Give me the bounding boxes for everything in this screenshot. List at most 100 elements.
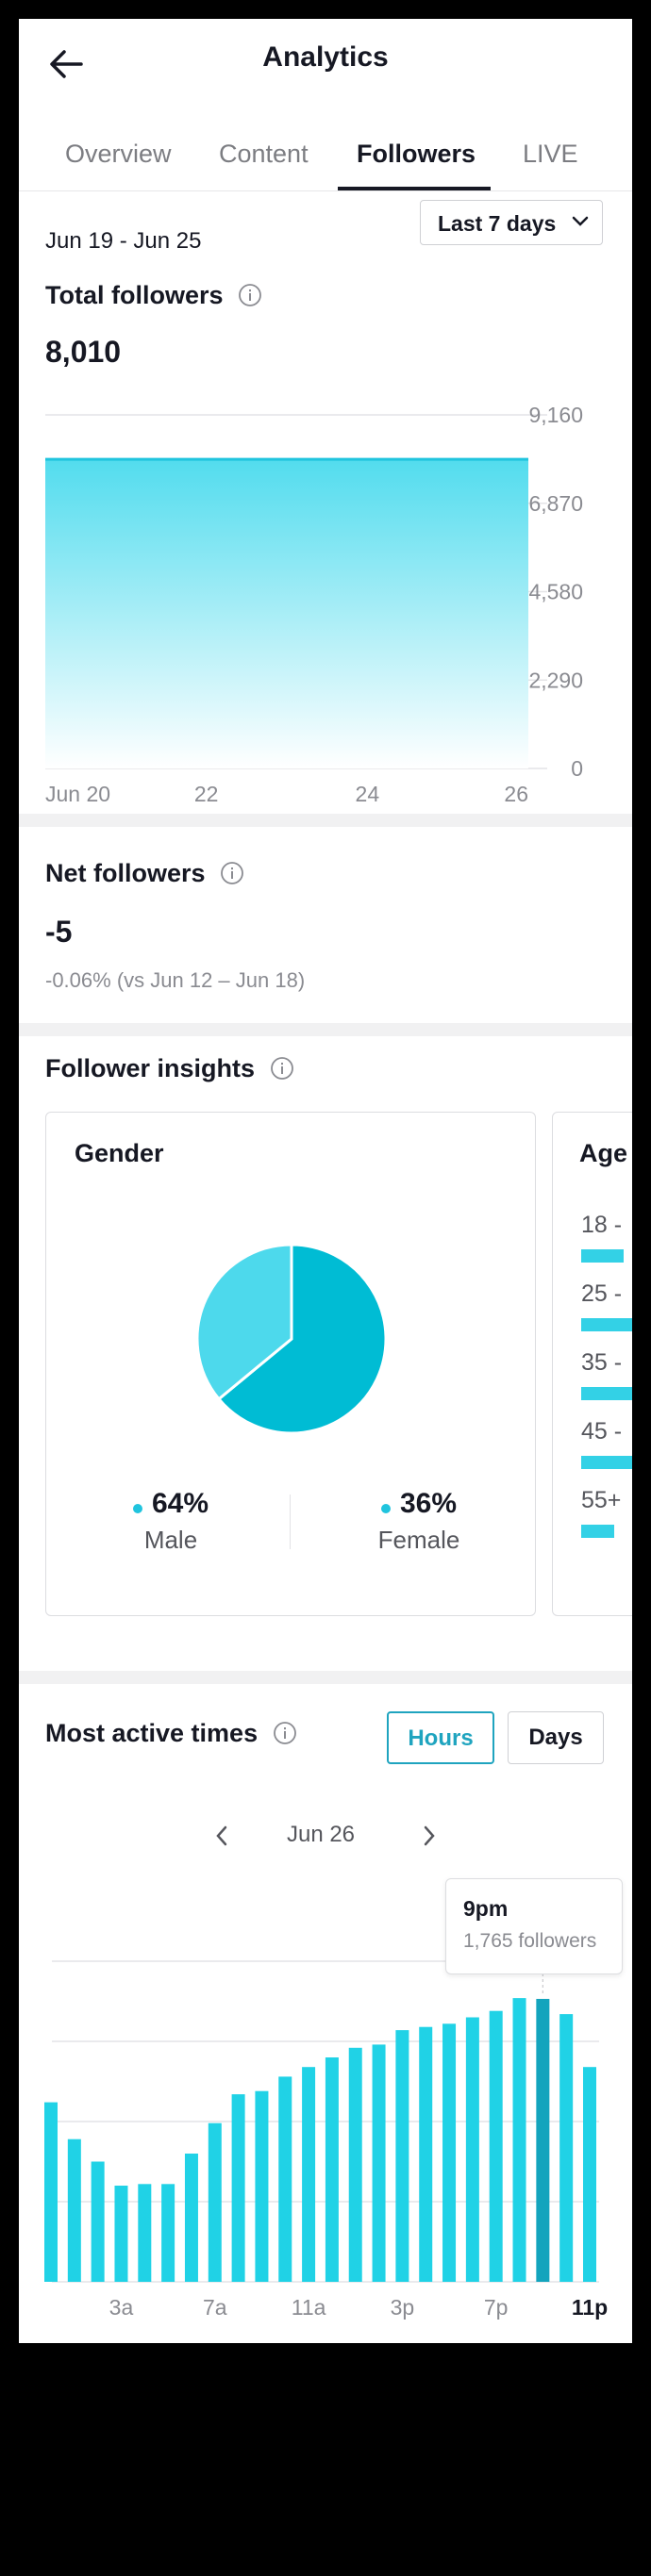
age-card[interactable]: Age 18 - 25 - 35 - 45 - 55+ [552,1112,632,1616]
follower-insights-title: Follower insights [45,1054,294,1083]
male-dot [132,1503,142,1513]
y-tick-label: 2,290 [528,668,583,692]
age-row-bar [581,1525,614,1538]
days-toggle[interactable]: Days [508,1711,604,1764]
x-tick-label: 11a [292,2295,326,2320]
y-tick-label: 0 [571,756,583,781]
female-label: Female [377,1526,460,1554]
bar-2p [372,2044,386,2282]
net-followers-title: Net followers [45,859,244,888]
x-tick-label: Jun 20 [45,782,110,806]
tooltip-time: 9pm [463,1896,509,1921]
followers-area [45,459,528,768]
section-divider [19,1023,632,1036]
age-row-label: 35 - [581,1349,623,1376]
total-followers-label: Total followers [45,281,224,309]
bar-10a [278,2076,292,2282]
info-icon[interactable] [273,1721,297,1745]
y-tick-label: 4,580 [528,580,583,604]
gender-pie-chart [195,1243,388,1435]
female-percent: 36% [399,1488,458,1519]
total-followers-value: 8,010 [45,335,122,369]
bar-6a [184,2154,198,2282]
chevron-right-icon[interactable] [420,1822,439,1850]
bar-11p [583,2067,596,2282]
info-icon[interactable] [270,1056,294,1081]
tab-content[interactable]: Content [219,140,309,168]
x-tick-label: 26 [504,782,528,806]
total-followers-title: Total followers [45,281,262,310]
bar-10p [559,2014,574,2282]
active-times-bar-chart: 3a 7a 11a 3p 7p 11p [44,1942,608,2320]
pie-slice-male [216,1243,388,1435]
section-divider [19,814,632,827]
age-row-bar [581,1249,624,1263]
active-date: Jun 26 [286,1822,356,1847]
net-followers-label: Net followers [45,859,206,887]
tab-live[interactable]: LIVE [523,140,578,168]
active-tab-indicator [338,187,491,190]
net-followers-comparison: -0.06% (vs Jun 12 – Jun 18) [45,968,306,992]
tooltip-followers: 1,765 followers [463,1930,597,1952]
male-label: Male [143,1526,198,1554]
bar-tooltip: 9pm 1,765 followers [445,1878,623,1974]
analytics-screen: Analytics Overview Content Followers LIV… [19,19,632,2343]
age-card-title: Age [579,1139,628,1167]
bar-1a [67,2138,81,2282]
bar-9a [255,2090,269,2282]
age-row-label: 45 - [581,1418,623,1445]
tab-bar: Overview Content Followers LIVE [19,113,632,191]
x-tick-label: 3p [391,2295,415,2320]
bar-7a [208,2122,222,2282]
chevron-left-icon[interactable] [212,1822,231,1850]
tab-followers[interactable]: Followers [357,140,476,168]
x-tick-label: 3a [109,2295,134,2320]
pie-slice-female [195,1243,293,1401]
info-icon[interactable] [220,861,244,885]
back-arrow-icon[interactable] [45,43,87,85]
bar-8p [512,1998,526,2282]
age-row-label: 55+ [581,1487,622,1513]
period-dropdown[interactable]: Last 7 days [420,200,603,245]
bar-6p [465,2017,479,2282]
bar-5p [442,2023,457,2282]
bar-9p [536,1998,550,2282]
chevron-down-icon [572,216,589,226]
bar-12a [44,2102,58,2282]
hours-toggle[interactable]: Hours [387,1711,494,1764]
male-percent: 64% [151,1488,209,1519]
y-tick-label: 6,870 [528,491,583,516]
legend-male: 64% Male [114,1488,227,1555]
tab-overview[interactable]: Overview [65,140,172,168]
bar-3a [114,2186,128,2282]
bar-2a [91,2161,105,2282]
bar-1p [348,2047,362,2282]
net-followers-value: -5 [45,915,73,949]
date-range: Jun 19 - Jun 25 [45,228,202,254]
period-label: Last 7 days [438,211,557,236]
age-row-bar [581,1387,632,1400]
x-tick-label: 22 [194,782,219,806]
bar-4p [419,2026,433,2282]
age-row-label: 18 - [581,1212,623,1238]
info-icon[interactable] [238,283,262,307]
x-tick-label: 7a [203,2295,227,2320]
most-active-times-label: Most active times [45,1719,259,1747]
y-tick-label: 9,160 [528,403,583,427]
age-row-label: 25 - [581,1280,623,1307]
bar-5a [161,2184,175,2282]
age-row-bar [581,1456,632,1469]
bar-12p [325,2057,339,2282]
section-divider [19,1671,632,1684]
x-tick-label: 7p [484,2295,509,2320]
x-tick-label: 11p [572,2295,608,2320]
most-active-times-title: Most active times [45,1719,297,1748]
age-row-bar [581,1318,632,1331]
gender-card[interactable]: Gender 64% Male 36% Female [45,1112,536,1616]
bar-3p [395,2030,409,2282]
bar-7p [489,2010,503,2282]
bar-4a [138,2184,152,2282]
page-title: Analytics [262,41,389,73]
gender-card-title: Gender [75,1139,164,1167]
total-followers-chart: 9,160 6,870 4,580 2,290 0 Jun 20 22 24 26 [45,403,583,806]
